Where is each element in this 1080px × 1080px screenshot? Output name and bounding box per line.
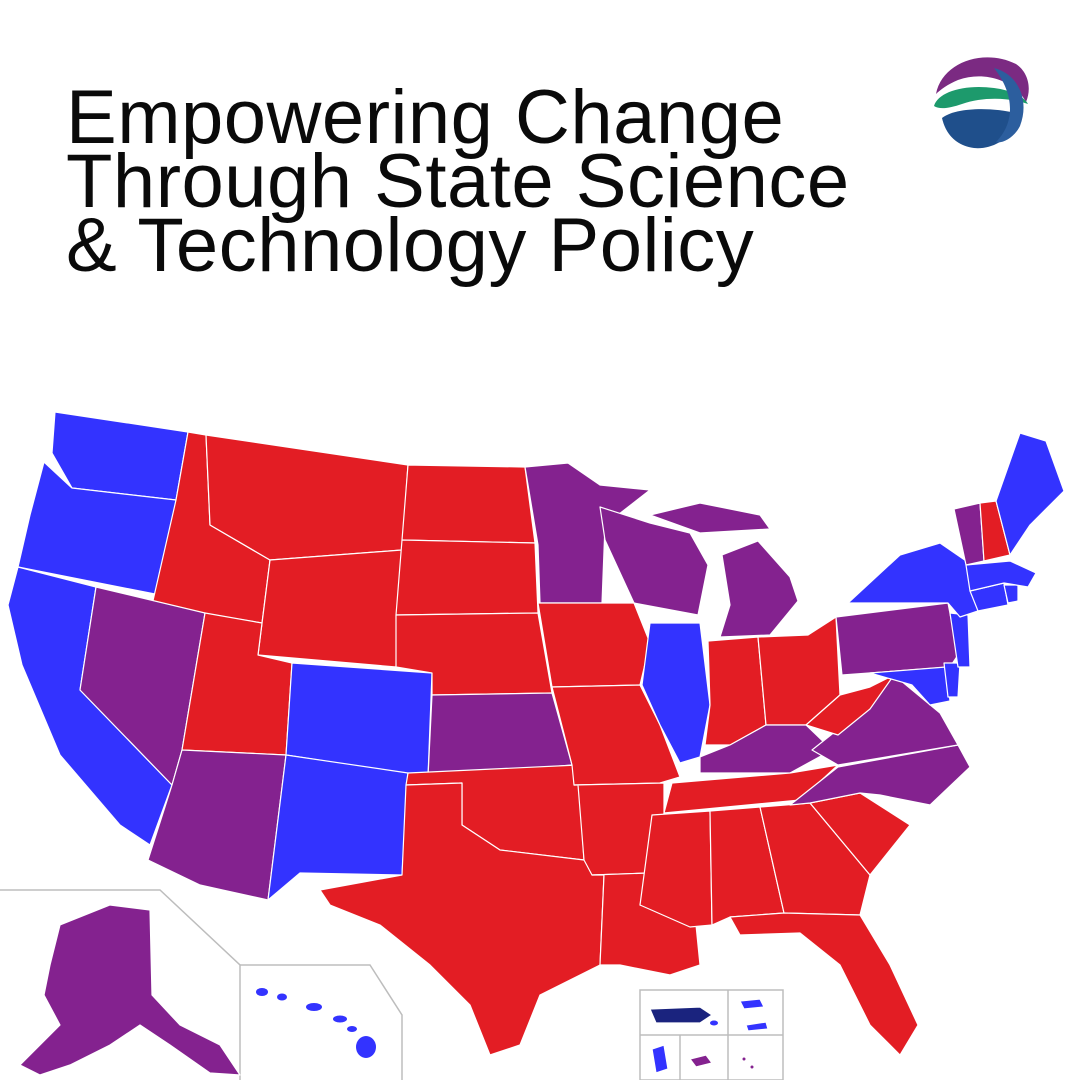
headline: Empowering Change Through State Science … [66, 75, 946, 288]
state-new-mexico [267, 754, 409, 901]
state-north-dakota [401, 464, 536, 544]
territory-nmi [739, 998, 765, 1010]
state-washington [51, 411, 189, 501]
state-missouri [551, 684, 681, 786]
state-hawaii [256, 988, 376, 1058]
state-alaska [19, 904, 241, 1076]
state-wyoming [257, 549, 403, 668]
territory-guam [651, 1044, 669, 1074]
state-florida [729, 912, 919, 1056]
state-mississippi [639, 810, 713, 928]
state-maine [995, 432, 1065, 556]
state-iowa [537, 602, 651, 688]
headline-line-1: Empowering Change [66, 75, 785, 160]
territory-american-samoa [689, 1054, 713, 1068]
globe-swirl-logo-icon [932, 54, 1029, 150]
state-delaware [943, 662, 961, 698]
state-north-carolina [789, 744, 971, 806]
state-new-york [847, 542, 979, 618]
territory-usvi [710, 1020, 718, 1026]
state-south-dakota [395, 539, 539, 616]
state-indiana [704, 636, 767, 746]
state-michigan-lower [719, 540, 799, 638]
headline-line-2: Through State Science [66, 139, 850, 224]
state-illinois [641, 622, 711, 764]
state-wisconsin [599, 506, 709, 616]
territory-puerto-rico [649, 1006, 713, 1024]
state-texas [319, 782, 605, 1056]
state-kansas [427, 692, 573, 778]
state-michigan-upper [649, 502, 771, 534]
state-kentucky [699, 724, 833, 774]
us-states-map [0, 411, 1065, 1080]
state-maryland [869, 666, 951, 706]
state-pennsylvania [835, 602, 959, 676]
state-massachusetts [965, 560, 1037, 592]
headline-line-3: & Technology Policy [66, 203, 755, 288]
territories-inset [639, 989, 784, 1080]
